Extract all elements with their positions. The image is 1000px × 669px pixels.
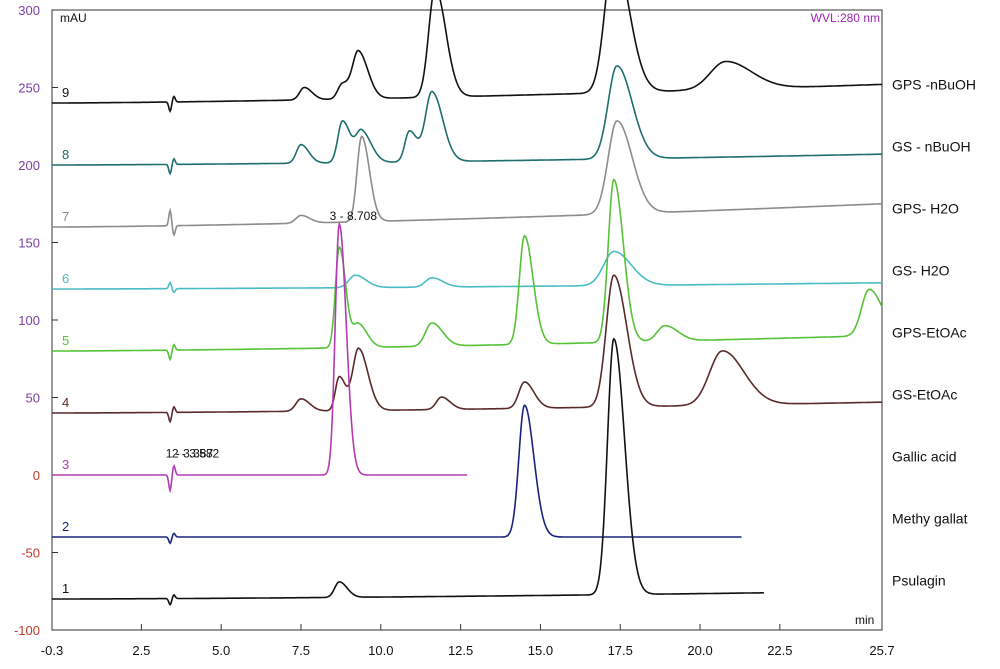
trace-number: 3 <box>62 457 69 472</box>
y-tick-label: 200 <box>18 158 40 173</box>
y-tick-label: 0 <box>33 468 40 483</box>
trace-number: 6 <box>62 271 69 286</box>
peak-annotation: 3 - 8.708 <box>330 209 378 223</box>
trace-line <box>52 274 883 424</box>
trace-line <box>52 65 882 176</box>
y-tick-label: -100 <box>14 623 40 638</box>
x-tick-label: 15.0 <box>528 643 553 658</box>
y-tick-label: -50 <box>21 546 40 561</box>
y-tick-label: 250 <box>18 81 40 96</box>
trace-line <box>52 178 883 362</box>
y-tick-label: 300 <box>18 3 40 18</box>
trace-line <box>52 120 882 237</box>
trace-number: 5 <box>62 333 69 348</box>
x-tick-label: 25.7 <box>869 643 894 658</box>
traces-group <box>52 0 883 607</box>
x-tick-label: 7.5 <box>292 643 310 658</box>
y-unit-label: mAU <box>60 11 87 25</box>
trace-line <box>52 404 742 545</box>
peak-annotation: 1 - 3.387 <box>166 447 214 461</box>
trace-line <box>52 221 467 494</box>
trace-line <box>52 0 882 114</box>
trace-number: 2 <box>62 519 69 534</box>
y-axis-ticks: -100 -50 0 50 100 150 200 250 300 <box>14 3 58 638</box>
legend-label: GPS- H2O <box>892 200 959 216</box>
trace-number: 1 <box>62 581 69 596</box>
trace-number: 4 <box>62 395 69 410</box>
x-tick-label: 20.0 <box>687 643 712 658</box>
x-tick-label: 5.0 <box>212 643 230 658</box>
trace-number: 9 <box>62 85 69 100</box>
wavelength-label: WVL:280 nm <box>811 11 880 25</box>
legend-label: Psulagin <box>892 572 946 588</box>
y-tick-label: 150 <box>18 236 40 251</box>
legend-label: Methy gallat <box>892 510 968 526</box>
x-tick-label: 17.5 <box>608 643 633 658</box>
x-tick-label: -0.3 <box>41 643 63 658</box>
trace-numbers: 9 8 7 6 5 4 3 2 1 <box>62 85 69 596</box>
trace-number: 8 <box>62 147 69 162</box>
legend-label: Gallic acid <box>892 448 957 464</box>
x-tick-label: 12.5 <box>448 643 473 658</box>
x-tick-label: 2.5 <box>132 643 150 658</box>
legend-label: GS-EtOAc <box>892 386 957 402</box>
x-tick-label: 10.0 <box>368 643 393 658</box>
y-tick-label: 50 <box>26 391 40 406</box>
x-tick-label: 22.5 <box>767 643 792 658</box>
trace-line <box>52 250 882 294</box>
trace-legend: GPS -nBuOH GS - nBuOH GPS- H2O GS- H2O GPS-E… <box>892 76 976 588</box>
y-tick-label: 100 <box>18 313 40 328</box>
x-unit-label: min <box>855 613 874 627</box>
legend-label: GPS-EtOAc <box>892 324 967 340</box>
trace-line <box>52 337 764 607</box>
legend-label: GPS -nBuOH <box>892 76 976 92</box>
legend-label: GS - nBuOH <box>892 138 971 154</box>
peak-annotation: 2 - 3.582 <box>172 447 220 461</box>
legend-label: GS- H2O <box>892 262 950 278</box>
x-axis-ticks: -0.3 2.5 5.0 7.5 10.0 12.5 15.0 17.5 20.0 22.5 25.… <box>41 624 895 658</box>
trace-number: 7 <box>62 209 69 224</box>
